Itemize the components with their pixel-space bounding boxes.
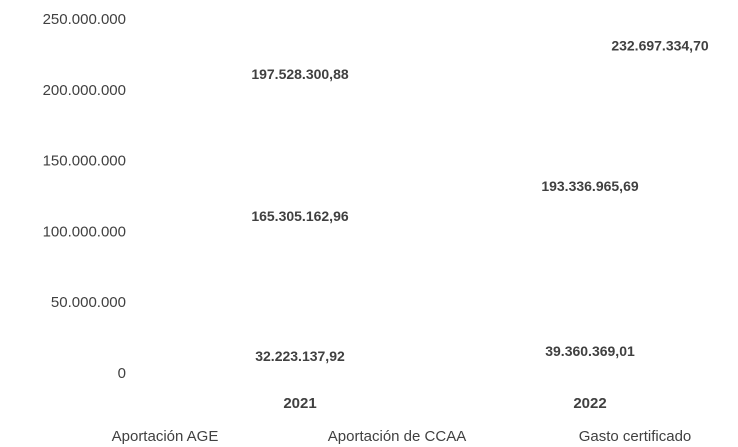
y-tick-label: 200.000.000 [43, 82, 126, 99]
total-marker [588, 43, 592, 47]
legend-label: Aportación AGE [112, 428, 219, 445]
value-label: 39.360.369,01 [545, 343, 635, 359]
y-tick-label: 150.000.000 [43, 153, 126, 170]
total-marker [298, 92, 302, 96]
y-tick-label: 100.000.000 [43, 223, 126, 240]
y-tick-label: 250.000.000 [43, 11, 126, 28]
value-label: 232.697.334,70 [611, 38, 709, 54]
value-label: 197.528.300,88 [251, 66, 349, 82]
y-tick-label: 50.000.000 [51, 294, 126, 311]
legend-label: Aportación de CCAA [328, 428, 466, 445]
x-tick-label: 2022 [573, 395, 606, 412]
x-tick-label: 2021 [283, 395, 316, 412]
value-label: 165.305.162,96 [251, 208, 349, 224]
legend-label: Gasto certificado [579, 428, 692, 445]
y-tick-label: 0 [118, 365, 126, 382]
value-label: 32.223.137,92 [255, 348, 345, 364]
value-label: 193.336.965,69 [541, 178, 639, 194]
